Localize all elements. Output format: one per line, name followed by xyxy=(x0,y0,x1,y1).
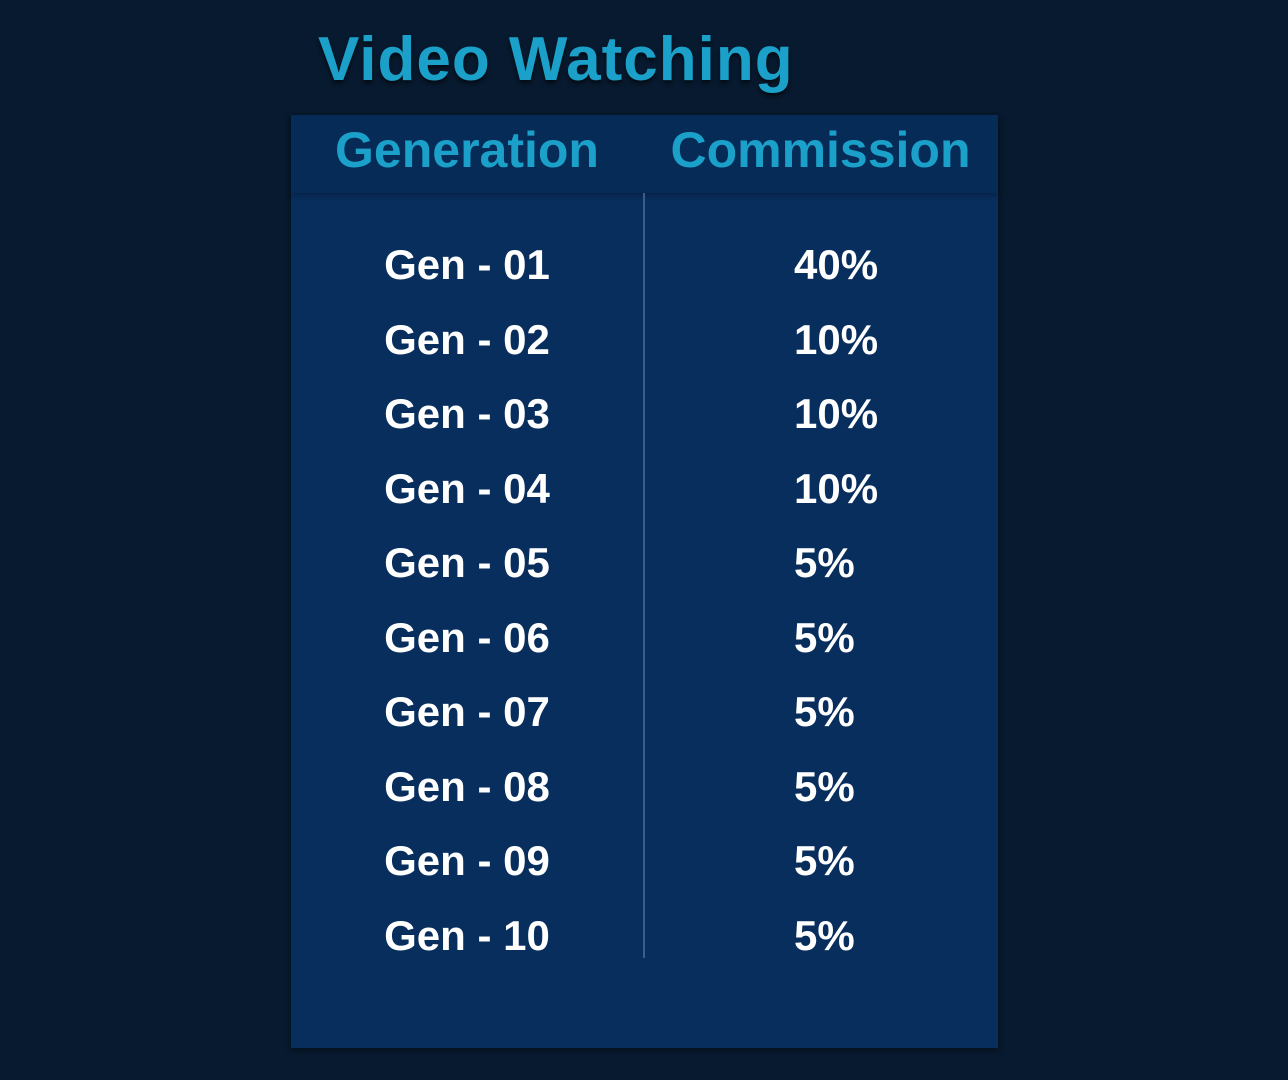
generation-cell: Gen - 01 xyxy=(384,241,550,288)
table-row: Gen - 01 40% xyxy=(291,228,998,303)
column-header-generation: Generation xyxy=(335,122,599,178)
commission-cell: 5% xyxy=(794,762,855,810)
table-row: Gen - 02 10% xyxy=(291,303,998,378)
column-divider xyxy=(643,193,645,958)
table-header: Generation Commission xyxy=(291,115,998,193)
table-row: Gen - 10 5% xyxy=(291,899,998,974)
column-header-commission: Commission xyxy=(670,122,971,178)
generation-cell: Gen - 10 xyxy=(384,911,550,959)
commission-table: Generation Commission Gen - 01 40% Gen -… xyxy=(291,115,998,1048)
commission-cell: 5% xyxy=(794,613,855,661)
generation-cell: Gen - 03 xyxy=(384,390,550,437)
commission-cell: 5% xyxy=(794,539,855,586)
commission-cell: 40% xyxy=(794,241,879,288)
commission-cell: 10% xyxy=(794,315,879,363)
generation-cell: Gen - 02 xyxy=(384,315,550,363)
table-row: Gen - 09 5% xyxy=(291,824,998,899)
table-row: Gen - 04 10% xyxy=(291,452,998,527)
generation-cell: Gen - 08 xyxy=(384,762,550,810)
commission-cell: 5% xyxy=(794,688,855,735)
generation-cell: Gen - 09 xyxy=(384,837,550,884)
page-title: Video Watching xyxy=(318,25,794,94)
commission-cell: 10% xyxy=(794,464,879,512)
commission-cell: 10% xyxy=(794,390,879,437)
table-row: Gen - 06 5% xyxy=(291,601,998,676)
table-body: Gen - 01 40% Gen - 02 10% Gen - 03 10% G… xyxy=(291,228,998,973)
table-row: Gen - 05 5% xyxy=(291,526,998,601)
generation-cell: Gen - 05 xyxy=(384,539,550,586)
commission-cell: 5% xyxy=(794,837,855,884)
commission-cell: 5% xyxy=(794,911,855,959)
generation-cell: Gen - 06 xyxy=(384,613,550,661)
table-row: Gen - 03 10% xyxy=(291,377,998,452)
table-row: Gen - 07 5% xyxy=(291,675,998,750)
generation-cell: Gen - 04 xyxy=(384,464,550,512)
table-row: Gen - 08 5% xyxy=(291,750,998,825)
generation-cell: Gen - 07 xyxy=(384,688,550,735)
